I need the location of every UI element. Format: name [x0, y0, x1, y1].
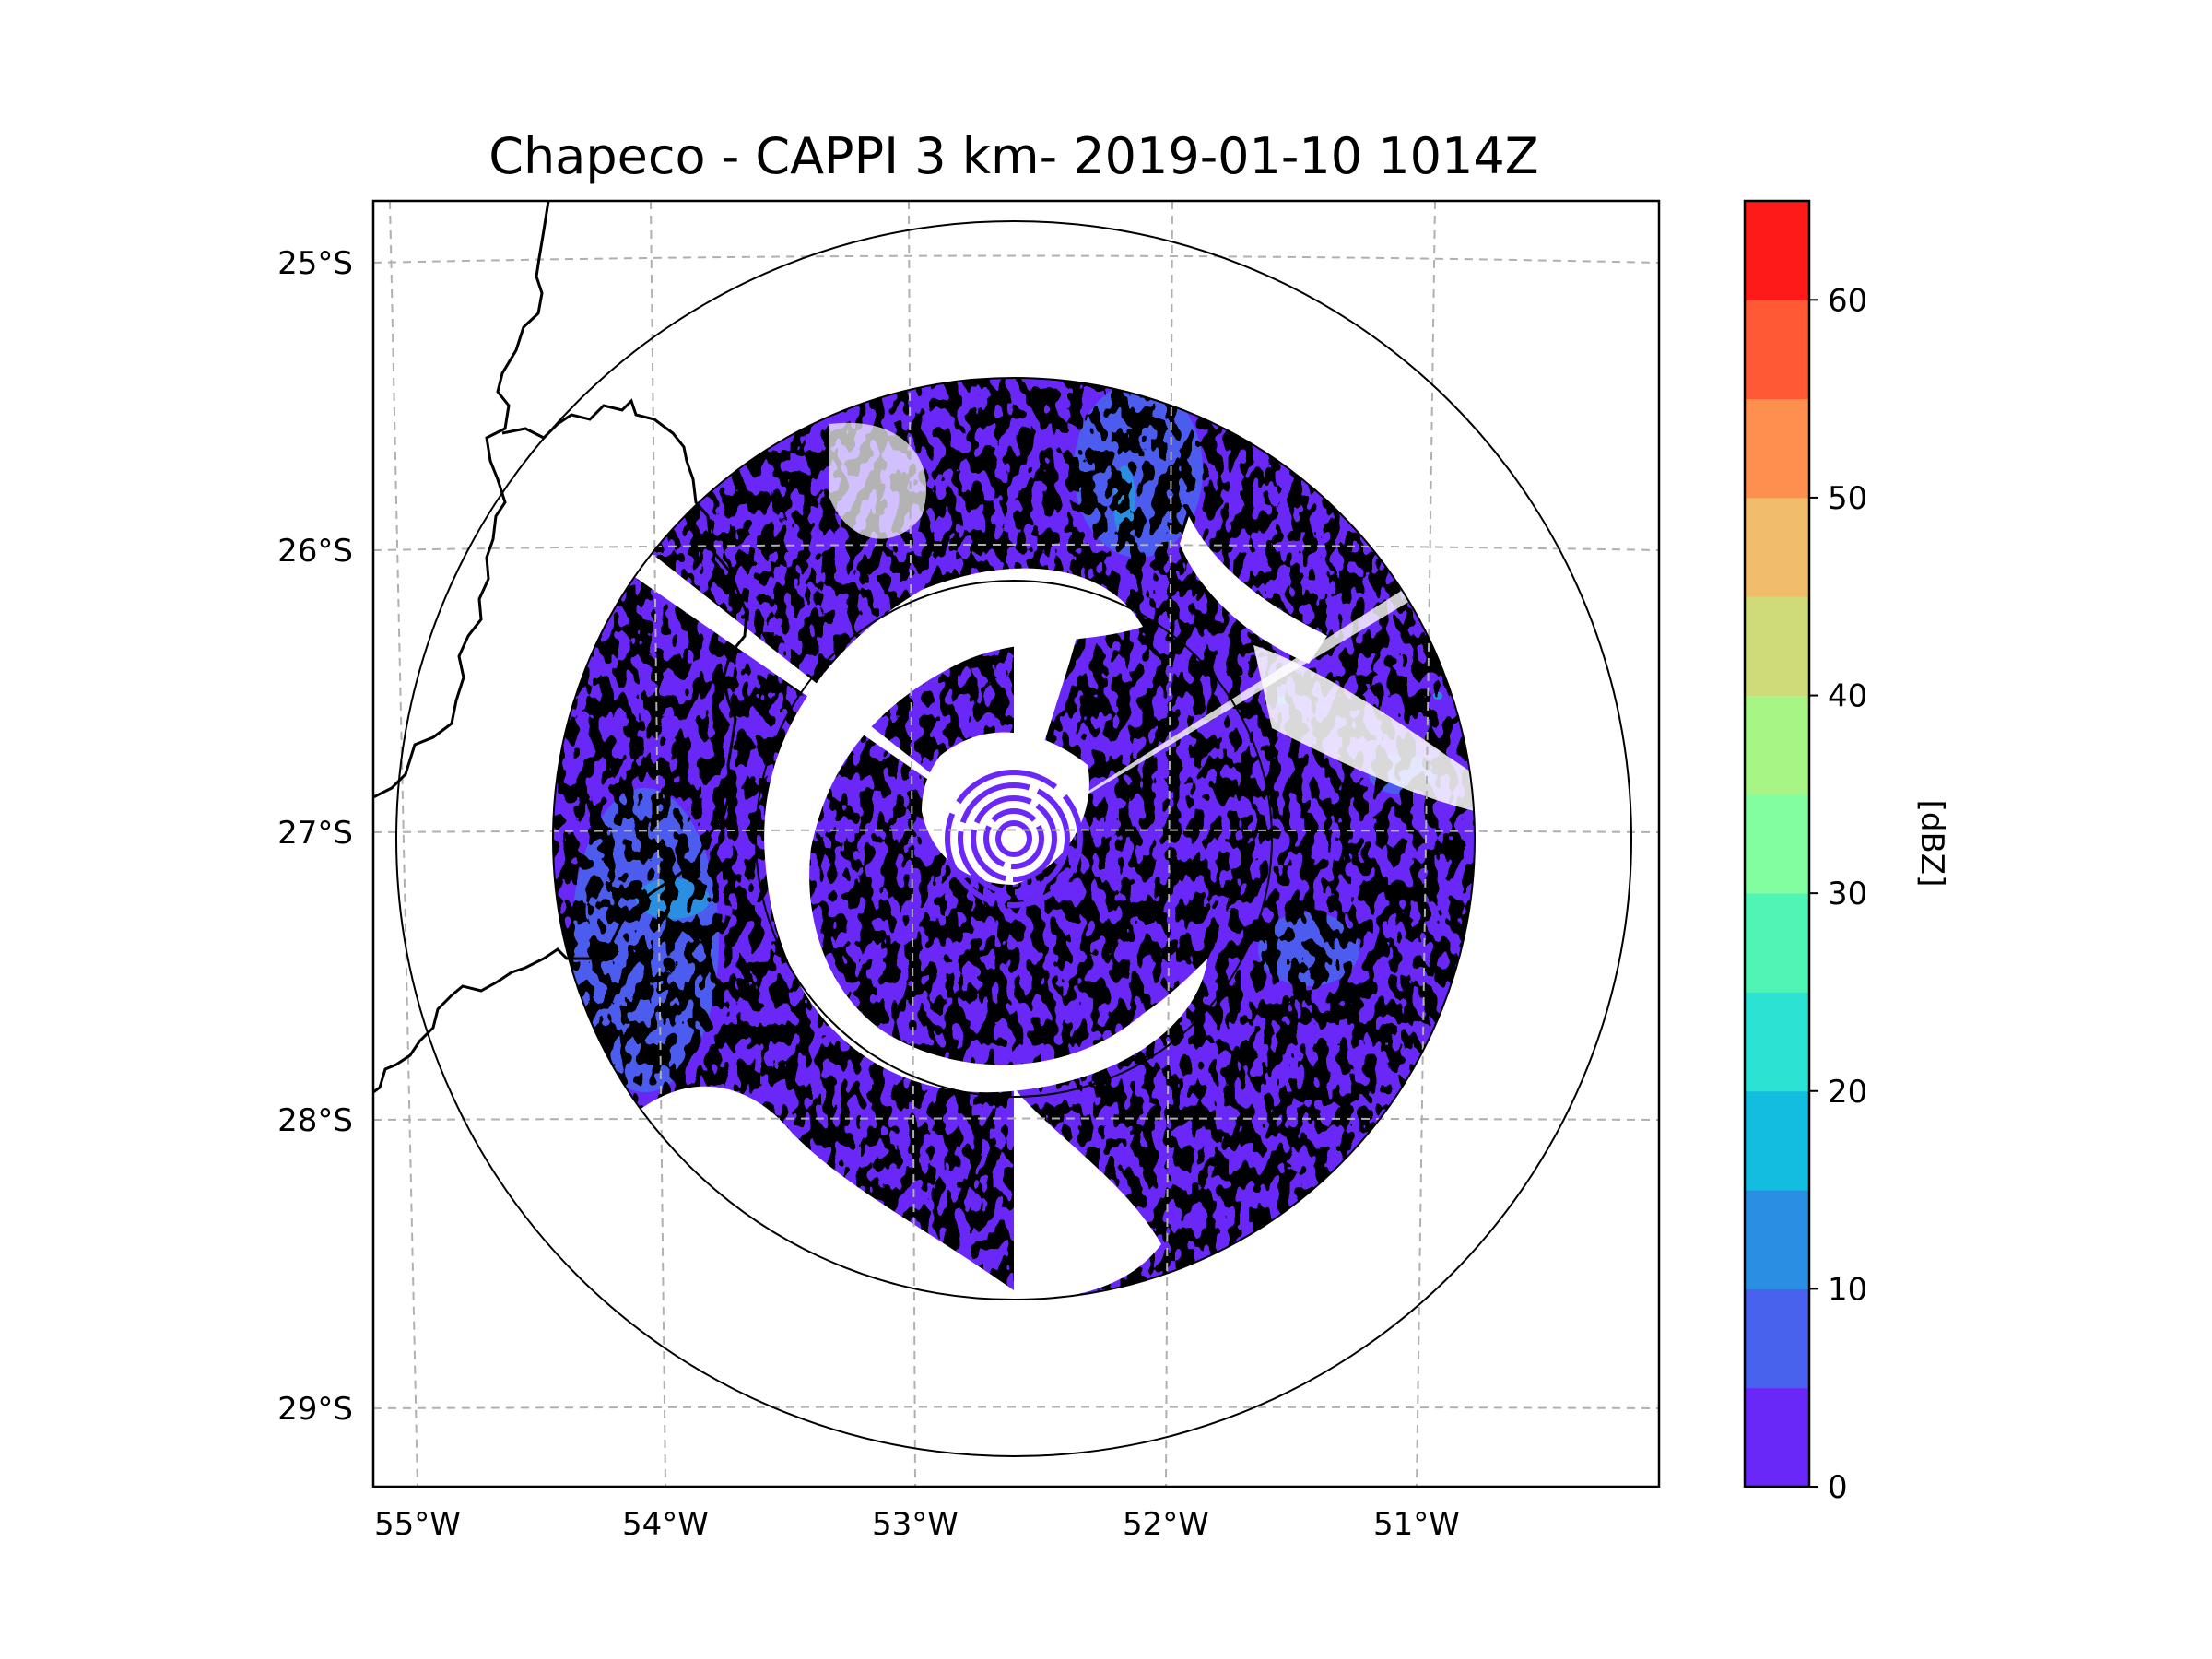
y-tick-label: 29°S [277, 1391, 353, 1428]
colorbar-frame [1743, 199, 1811, 1488]
colorbar-tick-label: 30 [1828, 876, 1867, 912]
y-tick-labels: 25°S 26°S 27°S 28°S 29°S [277, 245, 353, 1428]
colorbar-segment [1745, 596, 1809, 697]
colorbar-segment [1745, 893, 1809, 993]
map-axes [373, 201, 1659, 1487]
colorbar-segment [1745, 794, 1809, 894]
range-ring-inner [755, 580, 1273, 1098]
colorbar-segment [1745, 1090, 1809, 1191]
colorbar-label: [dBZ] [1913, 800, 1950, 888]
colorbar-tick-label: 40 [1828, 678, 1867, 715]
colorbar: 0 10 20 30 40 50 60 [dBZ] [1743, 199, 1950, 1506]
axes-frame [371, 199, 1661, 1488]
colorbar-segment [1745, 992, 1809, 1092]
x-tick-label: 55°W [374, 1506, 461, 1543]
y-tick-label: 26°S [277, 533, 353, 570]
colorbar-segment [1745, 1190, 1809, 1289]
range-ring-middle [552, 377, 1476, 1300]
colorbar-segment [1745, 497, 1809, 597]
x-tick-label: 51°W [1373, 1506, 1460, 1543]
range-rings [395, 220, 1632, 1457]
colorbar-tick-label: 10 [1828, 1271, 1867, 1308]
x-tick-label: 54°W [622, 1506, 709, 1543]
gridlines [373, 201, 1659, 1487]
colorbar-tick-label: 50 [1828, 480, 1867, 517]
x-tick-label: 53°W [872, 1506, 959, 1543]
border-state [373, 398, 748, 1094]
borders [373, 201, 748, 1094]
colorbar-ticks: 0 10 20 30 40 50 60 [1809, 282, 1867, 1506]
y-tick-label: 25°S [277, 245, 353, 282]
y-tick-label: 28°S [277, 1102, 353, 1139]
colorbar-segment [1745, 1288, 1809, 1389]
colorbar-segment [1745, 201, 1809, 300]
border-west [373, 201, 550, 799]
y-tick-label: 27°S [277, 815, 353, 852]
near-field-rings [945, 770, 1083, 908]
colorbar-segments [1745, 201, 1809, 1488]
colorbar-tick-label: 60 [1828, 282, 1867, 319]
colorbar-tick-label: 20 [1828, 1074, 1867, 1111]
blocked-sector-2 [1014, 544, 1475, 839]
colorbar-segment [1745, 695, 1809, 795]
colorbar-segment [1745, 398, 1809, 499]
x-tick-label: 52°W [1123, 1506, 1209, 1543]
chart-title: Chapeco - CAPPI 3 km- 2019-01-10 1014Z [488, 127, 1538, 185]
range-ring-outer [395, 220, 1632, 1457]
blocked-sector [627, 548, 1014, 839]
colorbar-segment [1745, 300, 1809, 400]
colorbar-segment [1745, 1387, 1809, 1488]
colorbar-tick-label: 0 [1828, 1469, 1848, 1506]
x-tick-labels: 55°W 54°W 53°W 52°W 51°W [374, 1506, 1460, 1543]
